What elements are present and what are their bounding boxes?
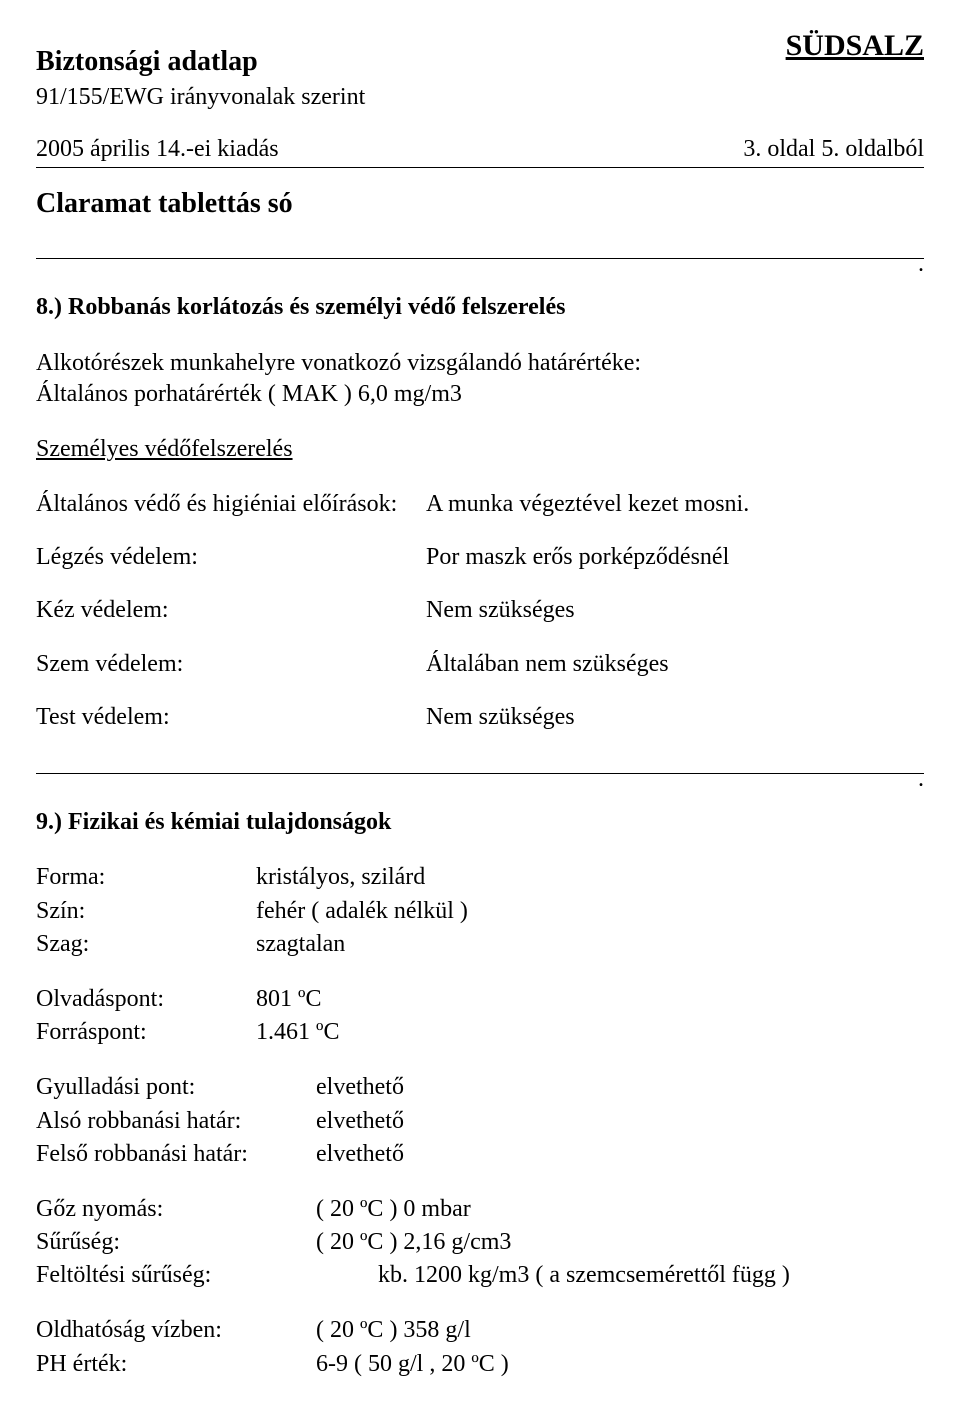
table-row: Feltöltési sűrűség: kb. 1200 kg/m3 ( a s… [36,1260,924,1291]
document-page: SÜDSALZ Biztonsági adatlap 91/155/EWG ir… [0,0,960,1418]
table-row: Forma: kristályos, szilárd [36,862,924,893]
ppe-label: Szem védelem: [36,649,426,680]
ppe-label: Kéz védelem: [36,595,426,626]
prop-label: Olvadáspont: [36,984,256,1015]
section-8-para-line2: Általános porhatárérték ( MAK ) 6,0 mg/m… [36,379,924,410]
props-group-e: Oldhatóság vízben: ( 20 ºC ) 358 g/l PH … [36,1315,924,1379]
prop-label: Gyulladási pont: [36,1072,316,1103]
table-row: PH érték: 6-9 ( 50 g/l , 20 ºC ) [36,1349,924,1380]
section-8-para-line1: Alkotórészek munkahelyre vonatkozó vizsg… [36,348,924,379]
prop-value: ( 20 ºC ) 358 g/l [316,1315,924,1346]
prop-value: elvethető [316,1072,924,1103]
ppe-table: Általános védő és higiéniai előírások: A… [36,489,924,733]
prop-value: szagtalan [256,929,924,960]
prop-label: Sűrűség: [36,1227,316,1258]
page-info: 3. oldal 5. oldalból [743,134,924,165]
ppe-label: Légzés védelem: [36,542,426,573]
table-row: Test védelem: Nem szükséges [36,702,924,733]
ppe-label: Test védelem: [36,702,426,733]
prop-value: 6-9 ( 50 g/l , 20 ºC ) [316,1349,924,1380]
prop-value: 801 ºC [256,984,924,1015]
prop-value: 1.461 ºC [256,1017,924,1048]
props-group-d: Gőz nyomás: ( 20 ºC ) 0 mbar Sűrűség: ( … [36,1194,924,1292]
table-row: Felső robbanási határ: elvethető [36,1139,924,1170]
section-8-body: Alkotórészek munkahelyre vonatkozó vizsg… [36,348,924,410]
table-row: Szem védelem: Általában nem szükséges [36,649,924,680]
table-row: Oldhatóság vízben: ( 20 ºC ) 358 g/l [36,1315,924,1346]
issue-line: 2005 április 14.-ei kiadás 3. oldal 5. o… [36,134,924,168]
ppe-label: Általános védő és higiéniai előírások: [36,489,426,520]
prop-value: elvethető [316,1106,924,1137]
table-row: Gőz nyomás: ( 20 ºC ) 0 mbar [36,1194,924,1225]
prop-label: Szín: [36,896,256,927]
prop-label: Felső robbanási határ: [36,1139,316,1170]
section-9-heading: 9.) Fizikai és kémiai tulajdonságok [36,807,924,838]
props-group-a: Forma: kristályos, szilárd Szín: fehér (… [36,862,924,960]
prop-label: Forráspont: [36,1017,256,1048]
prop-label: PH érték: [36,1349,316,1380]
trailing-dot: . [36,764,924,795]
table-row: Szag: szagtalan [36,929,924,960]
props-group-b: Olvadáspont: 801 ºC Forráspont: 1.461 ºC [36,984,924,1048]
prop-value: elvethető [316,1139,924,1170]
brand-name: SÜDSALZ [786,26,924,65]
table-row: Forráspont: 1.461 ºC [36,1017,924,1048]
product-name: Claramat tablettás só [36,186,924,222]
ppe-value: A munka végeztével kezet mosni. [426,489,924,520]
document-subtitle: 91/155/EWG irányvonalak szerint [36,82,924,113]
ppe-value: Por maszk erős porképződésnél [426,542,924,573]
ppe-value: Nem szükséges [426,702,924,733]
table-row: Szín: fehér ( adalék nélkül ) [36,896,924,927]
table-row: Légzés védelem: Por maszk erős porképződ… [36,542,924,573]
prop-label: Forma: [36,862,256,893]
prop-label: Oldhatóság vízben: [36,1315,316,1346]
table-row: Gyulladási pont: elvethető [36,1072,924,1103]
table-row: Alsó robbanási határ: elvethető [36,1106,924,1137]
prop-value: fehér ( adalék nélkül ) [256,896,924,927]
prop-label: Szag: [36,929,256,960]
prop-value: ( 20 ºC ) 2,16 g/cm3 [316,1227,924,1258]
ppe-value: Általában nem szükséges [426,649,924,680]
table-row: Olvadáspont: 801 ºC [36,984,924,1015]
ppe-value: Nem szükséges [426,595,924,626]
table-row: Sűrűség: ( 20 ºC ) 2,16 g/cm3 [36,1227,924,1258]
props-group-c: Gyulladási pont: elvethető Alsó robbanás… [36,1072,924,1170]
ppe-heading: Személyes védőfelszerelés [36,436,293,462]
trailing-dot: . [36,249,924,280]
prop-value: kristályos, szilárd [256,862,924,893]
ppe-heading-wrap: Személyes védőfelszerelés [36,434,924,465]
table-row: Kéz védelem: Nem szükséges [36,595,924,626]
prop-value: ( 20 ºC ) 0 mbar [316,1194,924,1225]
prop-label: Alsó robbanási határ: [36,1106,316,1137]
issue-date: 2005 április 14.-ei kiadás [36,134,279,165]
prop-label: Gőz nyomás: [36,1194,316,1225]
section-8-heading: 8.) Robbanás korlátozás és személyi védő… [36,292,924,323]
table-row: Általános védő és higiéniai előírások: A… [36,489,924,520]
prop-value: kb. 1200 kg/m3 ( a szemcsemérettől függ … [316,1260,924,1291]
prop-label: Feltöltési sűrűség: [36,1260,316,1291]
